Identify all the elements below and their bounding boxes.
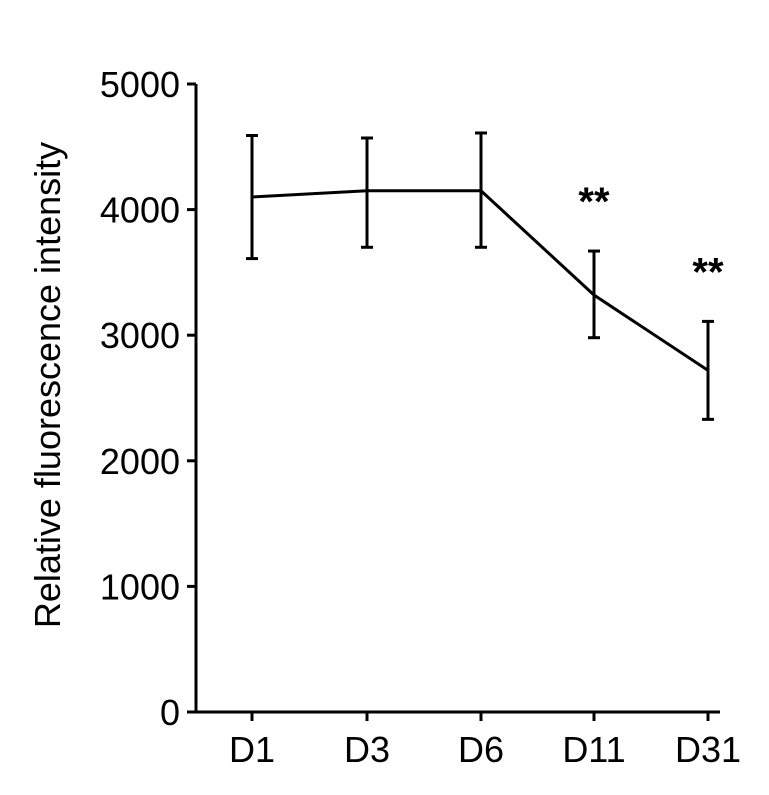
y-tick-label: 2000 xyxy=(100,441,180,482)
y-tick-label: 0 xyxy=(160,692,180,733)
x-tick-label: D11 xyxy=(562,729,625,770)
y-tick-label: 5000 xyxy=(100,64,180,105)
significance-marker: ** xyxy=(578,180,610,224)
significance-marker: ** xyxy=(692,250,724,294)
error-bar xyxy=(361,138,373,247)
y-tick-label: 1000 xyxy=(100,566,180,607)
y-ticks: 0 1000 2000 3000 4000 5000 xyxy=(100,64,196,733)
x-tick-label: D3 xyxy=(344,729,390,770)
y-axis-title: Relative fluorescence intensity xyxy=(27,142,68,628)
data-series xyxy=(246,133,714,419)
error-bar xyxy=(588,251,600,338)
x-tick-label: D31 xyxy=(675,729,741,770)
y-tick-label: 4000 xyxy=(100,190,180,231)
y-tick-label: 3000 xyxy=(100,315,180,356)
x-tick-label: D1 xyxy=(229,729,275,770)
x-tick-label: D6 xyxy=(458,729,504,770)
error-bar xyxy=(702,321,714,419)
axes xyxy=(195,84,721,712)
significance-annotations: ** ** xyxy=(578,180,724,294)
x-ticks: D1 D3 D6 D11 D31 xyxy=(229,712,741,770)
